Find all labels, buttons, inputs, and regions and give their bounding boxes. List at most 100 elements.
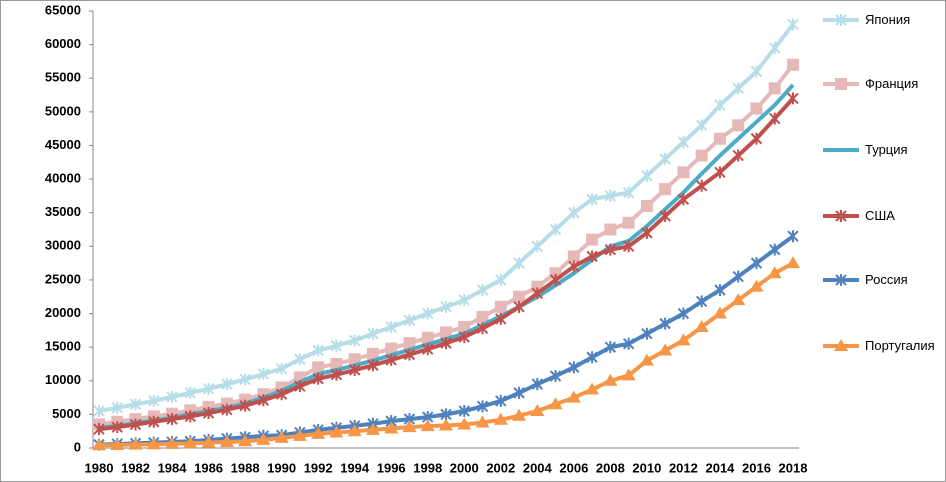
marker: [110, 437, 125, 450]
marker: [604, 341, 617, 354]
marker: [219, 434, 234, 447]
marker: [641, 226, 653, 239]
marker: [292, 428, 307, 441]
marker: [750, 132, 763, 145]
y-tick-label: 50000: [45, 103, 81, 118]
marker: [586, 351, 598, 364]
marker: [128, 437, 143, 450]
marker: [221, 378, 233, 391]
x-tick-label: 2010: [632, 460, 661, 475]
x-tick-label: 2000: [450, 460, 479, 475]
marker: [787, 58, 799, 71]
marker: [622, 240, 635, 253]
marker: [548, 397, 563, 410]
marker: [732, 119, 745, 132]
y-tick-label: 25000: [45, 271, 81, 286]
marker: [568, 361, 580, 374]
marker: [312, 361, 325, 374]
x-tick-label: 1984: [158, 460, 188, 475]
x-tick-label: 1996: [377, 460, 406, 475]
marker: [146, 437, 161, 450]
marker: [458, 320, 471, 333]
marker: [749, 279, 764, 292]
marker: [221, 403, 233, 416]
marker: [93, 423, 105, 436]
marker: [111, 421, 123, 434]
x-tick-label: 1998: [413, 460, 442, 475]
marker: [330, 339, 343, 352]
marker: [549, 223, 562, 236]
marker: [787, 18, 799, 31]
marker: [476, 284, 489, 297]
marker: [166, 413, 178, 426]
marker: [439, 418, 453, 431]
marker: [767, 266, 782, 279]
marker: [184, 410, 197, 423]
legend-swatch: [823, 14, 859, 26]
marker: [92, 438, 106, 451]
x-tick-label: 1980: [85, 460, 114, 475]
legend-label: Россия: [865, 272, 908, 287]
marker: [475, 415, 490, 428]
legend-marker: [835, 274, 847, 286]
marker: [347, 424, 362, 437]
x-tick-label: 2012: [669, 460, 698, 475]
marker: [202, 382, 215, 395]
marker: [93, 405, 105, 418]
marker: [458, 294, 470, 307]
marker: [732, 82, 744, 95]
marker: [787, 92, 799, 105]
marker: [476, 400, 489, 413]
legend-label: США: [865, 208, 895, 223]
legend-item: США: [821, 207, 941, 225]
marker: [257, 368, 270, 381]
marker: [731, 293, 746, 306]
marker: [440, 337, 452, 350]
marker: [166, 390, 178, 403]
y-tick-label: 20000: [45, 305, 81, 320]
marker: [458, 331, 470, 344]
marker: [312, 372, 324, 385]
marker: [348, 353, 361, 366]
marker: [495, 394, 507, 407]
marker: [476, 310, 489, 323]
marker: [750, 257, 763, 270]
marker: [403, 348, 416, 361]
marker: [768, 82, 781, 95]
marker: [148, 415, 160, 428]
legend-label: Турция: [865, 142, 908, 157]
x-tick-label: 1994: [340, 460, 370, 475]
marker: [129, 398, 142, 411]
marker: [239, 373, 251, 386]
marker: [714, 166, 726, 179]
marker: [695, 119, 708, 132]
marker: [385, 353, 397, 366]
marker: [604, 223, 617, 236]
x-tick-label: 1986: [194, 460, 223, 475]
x-tick-label: 2006: [559, 460, 588, 475]
y-tick-label: 0: [74, 439, 81, 454]
marker: [604, 243, 617, 256]
x-tick-label: 1992: [304, 460, 333, 475]
series-line: [98, 23, 795, 413]
marker: [294, 380, 306, 393]
marker: [531, 378, 544, 391]
marker: [365, 422, 380, 435]
marker: [695, 295, 708, 308]
marker: [659, 183, 672, 196]
marker: [513, 386, 525, 399]
legend-item: Россия: [821, 271, 941, 289]
marker: [787, 230, 799, 243]
marker: [586, 250, 598, 263]
marker: [586, 193, 598, 206]
marker: [202, 407, 215, 420]
series-line: [98, 63, 795, 427]
marker: [129, 418, 142, 431]
marker: [621, 368, 636, 381]
x-tick-label: 2014: [705, 460, 735, 475]
marker: [440, 326, 452, 339]
marker: [367, 327, 379, 340]
marker: [495, 312, 507, 325]
marker: [549, 370, 562, 383]
